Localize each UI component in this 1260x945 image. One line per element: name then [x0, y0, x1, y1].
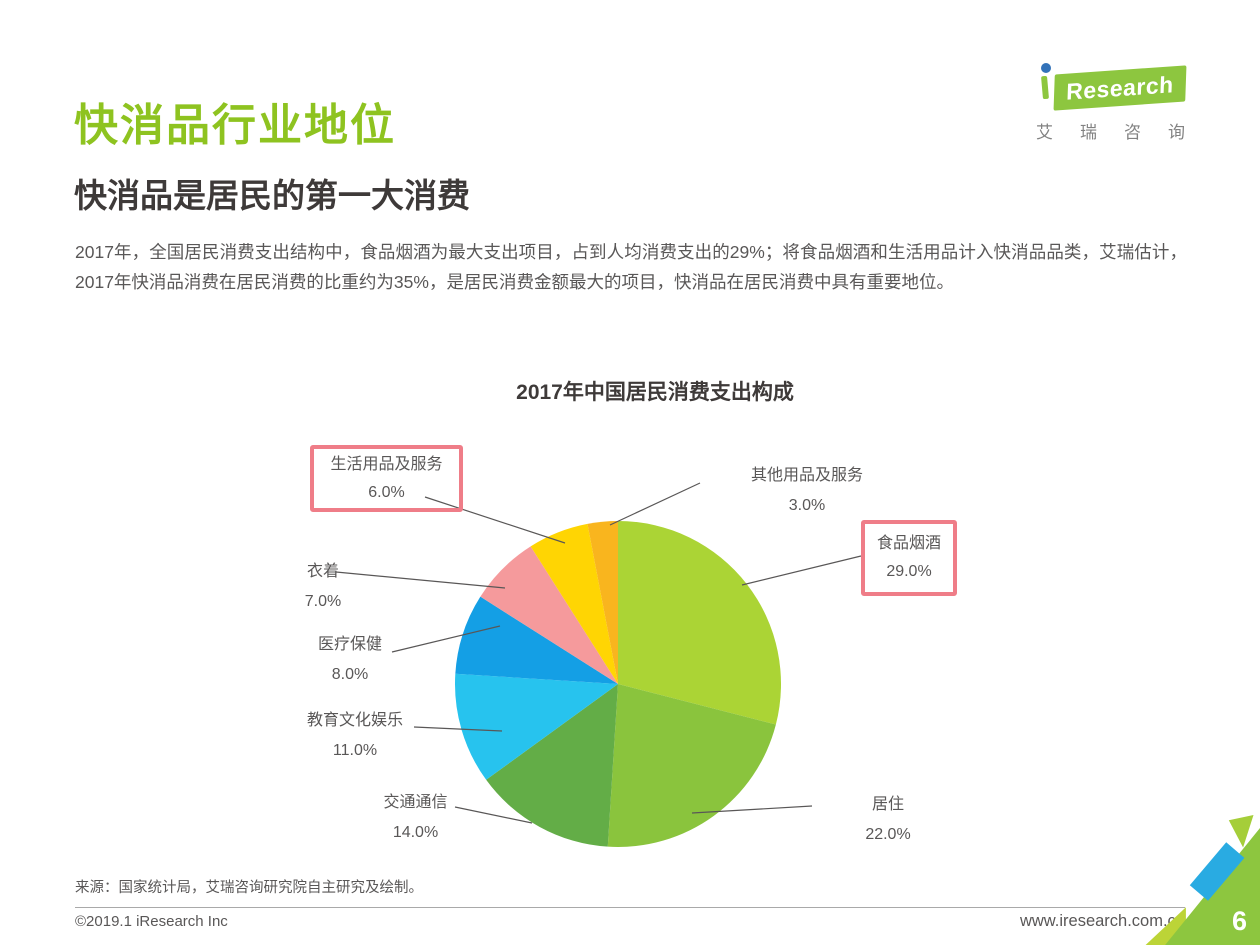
pie-label-value: 14.0% — [392, 824, 439, 841]
leader-line-education-culture-entertainment — [413, 726, 503, 732]
pie-label-value: 8.0% — [331, 666, 369, 683]
pie-slice-food-tobacco-alcohol — [618, 521, 782, 725]
pie-slice-other-goods-services — [587, 521, 618, 684]
pie-label-food-tobacco-alcohol: 食品烟酒 29.0% — [861, 520, 957, 596]
pie-label-education-culture-entertainment: 教育文化娱乐 11.0% — [285, 706, 425, 766]
source-note: 来源：国家统计局，艾瑞咨询研究院自主研究及绘制。 — [75, 880, 423, 896]
iresearch-logo: Research 艾瑞咨询 — [1030, 56, 1192, 146]
pie-label-housing: 居住 22.0% — [838, 790, 938, 850]
pie-label-daily-goods-services: 生活用品及服务 6.0% — [310, 445, 463, 512]
website-link[interactable]: www.iresearch.com.cn — [1019, 912, 1185, 930]
page-subtitle: 快消品是居民的第一大消费 — [74, 177, 470, 215]
pie-label-value: 29.0% — [886, 563, 932, 580]
pie-label-other-goods-services: 其他用品及服务 3.0% — [722, 461, 892, 521]
pie-label-text: 衣着 — [306, 563, 339, 580]
pie-label-text: 交通通信 — [383, 794, 448, 811]
pie-label-text: 生活用品及服务 — [330, 455, 443, 473]
leader-line-transport-communication — [454, 806, 533, 824]
page-title: 快消品行业地位 — [74, 101, 396, 151]
pie-label-transport-communication: 交通通信 14.0% — [358, 788, 473, 848]
pie-label-text: 教育文化娱乐 — [306, 712, 403, 729]
pie-label-value: 22.0% — [865, 826, 911, 843]
pie-label-clothing: 衣着 7.0% — [278, 557, 368, 617]
corner-decoration — [1130, 815, 1260, 945]
pie-label-value: 7.0% — [304, 593, 342, 610]
pie-slice-daily-goods-services — [530, 523, 618, 684]
pie-slice-clothing — [480, 546, 618, 684]
pie-label-value: 3.0% — [788, 497, 826, 514]
chart-title: 2017年中国居民消费支出构成 — [516, 381, 794, 404]
leader-line-clothing — [335, 571, 506, 589]
pie-label-value: 6.0% — [368, 483, 405, 501]
leader-line-other-goods-services — [609, 482, 701, 526]
pie-label-text: 食品烟酒 — [876, 535, 941, 552]
pie-slice-housing — [607, 684, 776, 848]
leader-line-daily-goods-services — [424, 496, 566, 544]
pie-label-value: 11.0% — [332, 742, 378, 759]
pie-label-text: 医疗保健 — [317, 636, 382, 653]
pie-slice-transport-communication — [486, 684, 618, 847]
page-number: 6 — [1231, 906, 1247, 936]
body-paragraph: 2017年，全国居民消费支出结构中，食品烟酒为最大支出项目，占到人均消费支出的2… — [75, 241, 1187, 292]
leader-line-food-tobacco-alcohol — [741, 555, 862, 586]
pie-slice-education-culture-entertainment — [454, 673, 618, 780]
copyright-text: ©2019.1 iResearch Inc — [75, 913, 228, 930]
leader-line-housing — [691, 805, 813, 814]
footer-divider — [75, 907, 1185, 908]
logo-i-dot-icon — [1041, 63, 1051, 73]
pie-slice-healthcare — [455, 596, 618, 684]
logo-chinese-name: 艾瑞咨询 — [1036, 123, 1212, 142]
leader-line-healthcare — [391, 625, 501, 653]
pie-label-healthcare: 医疗保健 8.0% — [290, 630, 410, 690]
pie-label-text: 居住 — [871, 796, 904, 813]
pie-label-text: 其他用品及服务 — [750, 467, 863, 484]
